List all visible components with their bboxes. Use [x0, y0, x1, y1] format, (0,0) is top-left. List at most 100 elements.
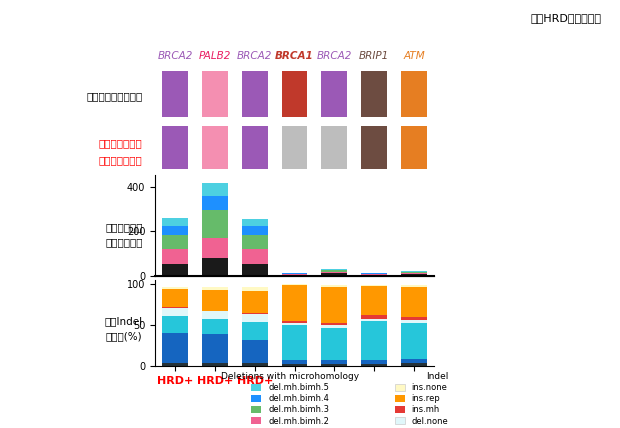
- Text: 他のHRD関連遠伝子: 他のHRD関連遠伝子: [530, 13, 601, 23]
- Bar: [401, 71, 427, 117]
- Bar: [361, 285, 387, 286]
- Bar: [361, 286, 387, 315]
- Bar: [361, 127, 387, 169]
- Bar: [202, 290, 228, 310]
- Bar: [242, 363, 268, 366]
- Text: （体細胞変異）: （体細胞変異）: [99, 155, 143, 166]
- Bar: [242, 249, 268, 264]
- Bar: [202, 287, 228, 290]
- Bar: [321, 71, 347, 117]
- Bar: [162, 71, 188, 117]
- Bar: [401, 363, 427, 366]
- Bar: [242, 314, 268, 322]
- Bar: [202, 319, 228, 334]
- Bar: [162, 289, 188, 307]
- Bar: [242, 264, 268, 276]
- Text: BRCA2: BRCA2: [237, 51, 272, 61]
- Bar: [401, 273, 427, 274]
- Bar: [162, 127, 188, 169]
- Bar: [202, 334, 228, 363]
- Bar: [242, 127, 268, 169]
- Bar: [202, 210, 228, 238]
- Bar: [401, 360, 427, 363]
- Bar: [321, 360, 347, 364]
- Bar: [202, 183, 228, 196]
- Bar: [401, 323, 427, 360]
- Bar: [281, 321, 308, 323]
- Bar: [321, 327, 347, 360]
- Bar: [281, 325, 308, 360]
- Bar: [202, 196, 228, 210]
- Bar: [361, 321, 387, 360]
- Bar: [361, 273, 387, 274]
- Bar: [401, 272, 427, 273]
- Bar: [281, 323, 308, 325]
- Bar: [162, 363, 188, 366]
- Bar: [162, 308, 188, 316]
- Bar: [162, 226, 188, 235]
- Bar: [242, 235, 268, 249]
- Bar: [281, 273, 308, 274]
- Text: 伴う欠失の数: 伴う欠失の数: [105, 237, 143, 247]
- Bar: [321, 269, 347, 270]
- Bar: [202, 310, 228, 311]
- Bar: [202, 258, 228, 276]
- Bar: [361, 315, 387, 319]
- Bar: [202, 71, 228, 117]
- Bar: [162, 235, 188, 249]
- Bar: [361, 274, 387, 275]
- Text: BRCA2: BRCA2: [157, 51, 193, 61]
- Bar: [162, 307, 188, 308]
- Bar: [281, 71, 308, 117]
- Bar: [401, 274, 427, 276]
- Bar: [401, 127, 427, 169]
- Bar: [321, 325, 347, 327]
- Text: PALB2: PALB2: [198, 51, 231, 61]
- Bar: [162, 316, 188, 333]
- Bar: [361, 275, 387, 276]
- Bar: [202, 127, 228, 169]
- Bar: [242, 219, 268, 226]
- Bar: [401, 285, 427, 287]
- Bar: [321, 287, 347, 323]
- Bar: [321, 285, 347, 287]
- Bar: [202, 311, 228, 319]
- Text: BRCA2: BRCA2: [317, 51, 352, 61]
- Legend: ins.none, ins.rep, ins.mh, del.none, del.rep, del.mh.bimh.2.5, del.mh.bimh.1: ins.none, ins.rep, ins.mh, del.none, del…: [395, 372, 480, 428]
- Bar: [361, 360, 387, 364]
- Bar: [321, 364, 347, 366]
- Text: BRCA1: BRCA1: [275, 51, 314, 61]
- Bar: [202, 363, 228, 366]
- Bar: [162, 218, 188, 226]
- Bar: [242, 340, 268, 363]
- Bar: [202, 238, 228, 258]
- Bar: [321, 270, 347, 272]
- Text: 生殖細胞バリアント: 生殖細胞バリアント: [86, 91, 143, 101]
- Text: 微小相同性を: 微小相同性を: [105, 222, 143, 232]
- Bar: [162, 264, 188, 276]
- Bar: [242, 322, 268, 340]
- Bar: [281, 127, 308, 169]
- Bar: [281, 360, 308, 364]
- Bar: [281, 274, 308, 275]
- Bar: [281, 285, 308, 321]
- Bar: [162, 249, 188, 264]
- Bar: [401, 287, 427, 317]
- Bar: [321, 323, 347, 325]
- Bar: [242, 287, 268, 291]
- Bar: [361, 71, 387, 117]
- Text: 短いIndel: 短いIndel: [105, 316, 143, 326]
- Bar: [401, 271, 427, 272]
- Bar: [281, 275, 308, 276]
- Bar: [401, 317, 427, 320]
- Text: の割合(%): の割合(%): [106, 331, 143, 341]
- Bar: [361, 319, 387, 321]
- Bar: [242, 226, 268, 235]
- Text: ATM: ATM: [403, 51, 425, 61]
- Text: セカンドヒット: セカンドヒット: [99, 138, 143, 149]
- Bar: [321, 272, 347, 273]
- Bar: [321, 127, 347, 169]
- Text: BRIP1: BRIP1: [359, 51, 389, 61]
- Bar: [321, 273, 347, 276]
- Bar: [242, 291, 268, 313]
